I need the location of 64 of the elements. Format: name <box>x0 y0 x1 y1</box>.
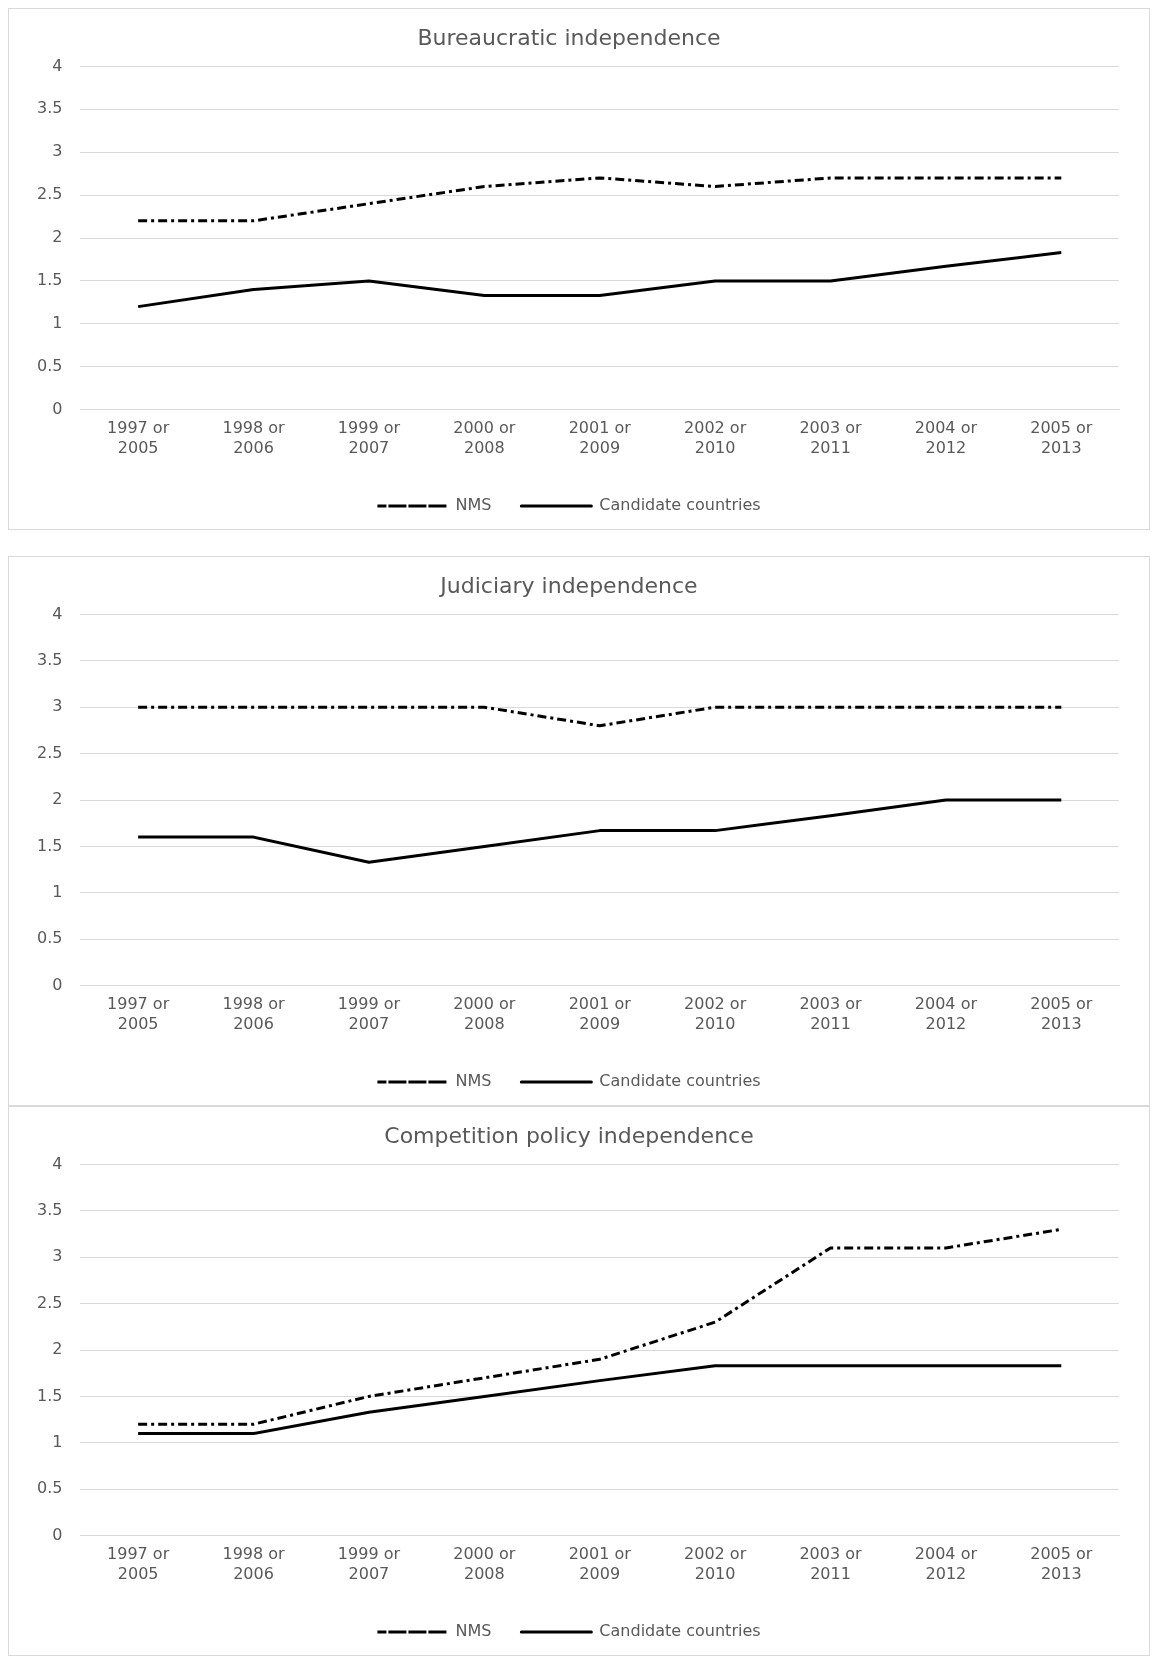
x-tick-label: 1997 or 2005 <box>107 994 170 1033</box>
y-tick-label: 1 <box>52 1431 63 1451</box>
y-tick-label: 1.5 <box>36 1385 63 1405</box>
y-tick-label: 4 <box>52 55 63 75</box>
x-tick-label: 2005 or 2013 <box>1030 994 1093 1033</box>
chart-title: Judiciary independence <box>438 572 698 598</box>
y-tick-label: 3.5 <box>36 649 63 669</box>
x-tick-label: 1997 or 2005 <box>107 1544 170 1583</box>
y-tick-label: 2.5 <box>36 184 63 204</box>
x-tick-label: 2004 or 2012 <box>914 1544 978 1583</box>
x-tick-label: 1999 or 2007 <box>337 418 401 457</box>
x-tick-label: 2000 or 2008 <box>453 994 516 1033</box>
x-tick-label: 1999 or 2007 <box>337 1544 401 1583</box>
x-tick-label: 1999 or 2007 <box>337 994 401 1033</box>
y-tick-label: 1 <box>52 312 63 332</box>
legend-label: Candidate countries <box>599 495 761 515</box>
x-tick-label: 2002 or 2010 <box>684 1544 747 1583</box>
y-tick-label: 3 <box>52 141 63 161</box>
y-tick-label: 2.5 <box>36 1292 63 1312</box>
chart-title: Bureaucratic independence <box>417 24 721 50</box>
y-tick-label: 3 <box>52 1246 63 1266</box>
legend-label: NMS <box>455 1621 492 1641</box>
x-tick-label: 1997 or 2005 <box>107 418 170 457</box>
y-tick-label: 0.5 <box>36 1478 63 1498</box>
y-tick-label: 1.5 <box>36 270 63 290</box>
x-tick-label: 2003 or 2011 <box>799 994 863 1033</box>
y-tick-label: 0.5 <box>36 928 63 948</box>
x-tick-label: 2000 or 2008 <box>453 418 516 457</box>
x-tick-label: 2001 or 2009 <box>568 418 632 457</box>
x-tick-label: 2005 or 2013 <box>1030 1544 1093 1583</box>
x-tick-label: 2001 or 2009 <box>568 994 632 1033</box>
x-tick-label: 1998 or 2006 <box>222 1544 286 1583</box>
y-tick-label: 0 <box>52 974 63 994</box>
x-tick-label: 2003 or 2011 <box>799 1544 863 1583</box>
y-tick-label: 4 <box>52 1153 63 1173</box>
legend-label: NMS <box>455 1071 492 1091</box>
y-tick-label: 0 <box>52 398 63 418</box>
x-tick-label: 2005 or 2013 <box>1030 418 1093 457</box>
y-tick-label: 3 <box>52 696 63 716</box>
y-tick-label: 0.5 <box>36 355 63 375</box>
y-tick-label: 2 <box>52 227 63 247</box>
x-tick-label: 2000 or 2008 <box>453 1544 516 1583</box>
y-tick-label: 0 <box>52 1524 63 1544</box>
x-tick-label: 2004 or 2012 <box>914 418 978 457</box>
x-tick-label: 2002 or 2010 <box>684 994 747 1033</box>
y-tick-label: 2 <box>52 789 63 809</box>
y-tick-label: 2.5 <box>36 742 63 762</box>
chart-title: Competition policy independence <box>384 1122 754 1148</box>
x-tick-label: 2004 or 2012 <box>914 994 978 1033</box>
y-tick-label: 2 <box>52 1339 63 1359</box>
line-series <box>136 176 1063 223</box>
y-tick-label: 3.5 <box>36 98 63 118</box>
x-tick-label: 1998 or 2006 <box>222 994 286 1033</box>
y-tick-label: 4 <box>52 603 63 623</box>
y-tick-label: 1.5 <box>36 835 63 855</box>
legend-label: Candidate countries <box>599 1621 761 1641</box>
y-tick-label: 1 <box>52 881 63 901</box>
legend-label: NMS <box>455 495 492 515</box>
x-tick-label: 2001 or 2009 <box>568 1544 632 1583</box>
x-tick-label: 2002 or 2010 <box>684 418 747 457</box>
x-tick-label: 1998 or 2006 <box>222 418 286 457</box>
x-tick-label: 2003 or 2011 <box>799 418 863 457</box>
y-tick-label: 3.5 <box>36 1199 63 1219</box>
legend-label: Candidate countries <box>599 1071 761 1091</box>
